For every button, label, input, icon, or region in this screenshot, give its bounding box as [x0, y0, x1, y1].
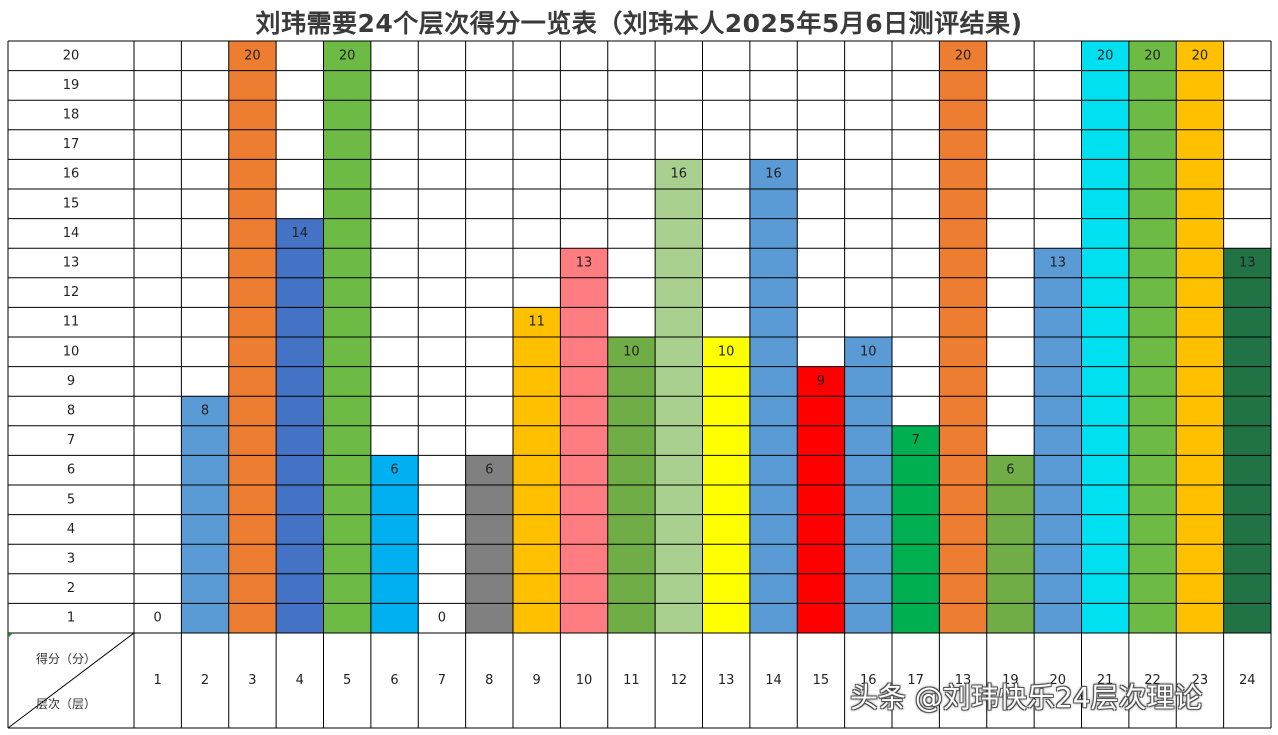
bar-15 — [797, 366, 845, 633]
x-tick-label: 22 — [1144, 673, 1161, 688]
watermark-text: 头条 @刘玮快乐24层次理论 — [850, 681, 1203, 714]
y-tick-label: 14 — [63, 226, 80, 241]
y-tick-label: 7 — [67, 433, 75, 448]
y-axis-label: 得分（分） — [36, 651, 96, 666]
value-label: 10 — [860, 344, 877, 359]
value-label: 6 — [1006, 463, 1014, 478]
x-tick-label: 15 — [813, 673, 830, 688]
x-tick-label: 2 — [201, 673, 209, 688]
value-label: 10 — [718, 344, 735, 359]
x-tick-label: 19 — [1002, 673, 1019, 688]
x-tick-label: 23 — [1192, 673, 1209, 688]
x-tick-label: 21 — [1097, 673, 1114, 688]
x-tick-label: 13 — [955, 673, 972, 688]
x-tick-label: 10 — [576, 673, 593, 688]
x-tick-label: 17 — [907, 673, 924, 688]
y-tick-label: 16 — [63, 167, 80, 182]
value-label: 9 — [817, 374, 825, 389]
value-label: 20 — [1144, 48, 1161, 63]
x-axis-label: 层次（层） — [36, 697, 96, 711]
y-tick-label: 18 — [63, 108, 80, 123]
value-label: 6 — [390, 463, 398, 478]
value-label: 11 — [528, 315, 545, 330]
y-tick-label: 11 — [63, 315, 80, 330]
y-tick-label: 10 — [63, 344, 80, 359]
value-label: 8 — [201, 404, 209, 419]
x-tick-label: 8 — [485, 673, 493, 688]
corner-diagonal — [7, 632, 135, 729]
bar-10 — [560, 248, 608, 633]
value-label: 13 — [576, 256, 593, 271]
y-tick-label: 19 — [63, 78, 80, 93]
value-label: 13 — [1050, 256, 1067, 271]
y-tick-label: 5 — [67, 492, 75, 507]
value-label: 0 — [438, 611, 446, 626]
y-tick-label: 12 — [63, 285, 80, 300]
x-tick-label: 4 — [296, 673, 304, 688]
x-tick-label: 24 — [1239, 673, 1256, 688]
value-label: 10 — [623, 344, 640, 359]
y-tick-label: 1 — [67, 611, 75, 626]
bar-20 — [1034, 248, 1082, 633]
x-tick-label: 1 — [154, 673, 162, 688]
value-label: 6 — [485, 463, 493, 478]
x-tick-label: 9 — [533, 673, 541, 688]
value-label: 13 — [1239, 256, 1256, 271]
value-label: 0 — [154, 611, 162, 626]
value-label: 20 — [339, 48, 356, 63]
value-label: 20 — [955, 48, 972, 63]
x-tick-label: 6 — [390, 673, 398, 688]
x-tick-label: 11 — [623, 673, 640, 688]
y-tick-label: 17 — [63, 137, 80, 152]
x-tick-label: 20 — [1050, 673, 1067, 688]
y-tick-label: 4 — [67, 522, 75, 537]
x-tick-label: 7 — [438, 673, 446, 688]
x-tick-label: 5 — [343, 673, 351, 688]
value-label: 20 — [1097, 48, 1114, 63]
value-label: 16 — [765, 167, 782, 182]
y-tick-label: 20 — [63, 48, 80, 63]
bar-17 — [892, 425, 940, 633]
x-tick-label: 12 — [671, 673, 688, 688]
chart-title: 刘玮需要24个层次得分一览表（刘玮本人2025年5月6日测评结果) — [255, 9, 1023, 38]
value-label: 20 — [244, 48, 261, 63]
bar-9 — [513, 307, 561, 633]
y-tick-label: 3 — [67, 552, 75, 567]
y-tick-label: 9 — [67, 374, 75, 389]
corner-marker — [8, 633, 13, 638]
value-label: 20 — [1192, 48, 1209, 63]
y-tick-label: 6 — [67, 463, 75, 478]
x-tick-label: 14 — [765, 673, 782, 688]
y-tick-label: 8 — [67, 404, 75, 419]
y-tick-label: 15 — [63, 196, 80, 211]
value-label: 16 — [671, 167, 688, 182]
y-tick-label: 2 — [67, 581, 75, 596]
value-label: 14 — [292, 226, 309, 241]
x-tick-label: 16 — [860, 673, 877, 688]
value-label: 7 — [912, 433, 920, 448]
bar-24 — [1223, 248, 1271, 633]
y-tick-label: 13 — [63, 256, 80, 271]
x-tick-label: 3 — [248, 673, 256, 688]
x-tick-label: 13 — [718, 673, 735, 688]
